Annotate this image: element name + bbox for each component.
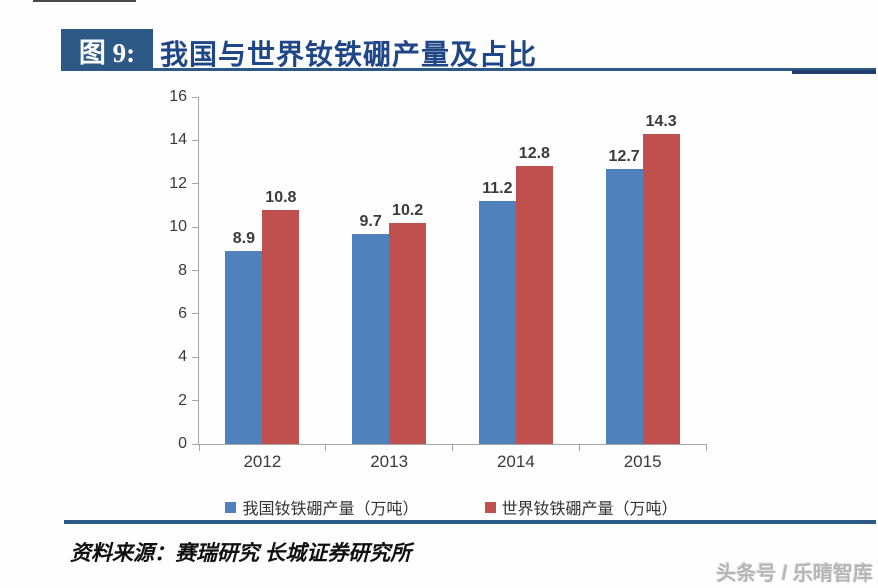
bar-2014-series-1 — [515, 166, 553, 444]
x-axis-tick — [705, 444, 707, 451]
x-axis-tick — [325, 444, 327, 451]
y-axis-tick — [192, 313, 199, 315]
title-underline — [153, 68, 876, 71]
y-axis-tick — [192, 400, 199, 402]
top-edge-mark — [33, 0, 136, 2]
y-axis-tick-label: 8 — [178, 261, 187, 279]
legend-label: 我国钕铁硼产量（万吨） — [242, 501, 419, 518]
bar-2013-series-0 — [352, 233, 390, 444]
chart-title: 我国与世界钕铁硼产量及占比 — [160, 39, 538, 70]
legend-swatch-icon — [225, 501, 237, 513]
watermark-text: 头条号 / 乐晴智库 — [716, 563, 873, 585]
bar-2015-series-1 — [642, 133, 680, 444]
y-axis-tick — [192, 443, 199, 445]
y-axis-tick-label: 10 — [169, 218, 187, 236]
plot-area: 0 2 4 6 8 10 12 14 16 8.9 10.8 2012 9.7 10.2 2013 11.2 1… — [169, 88, 707, 471]
title-underline-cap — [792, 70, 876, 74]
y-axis-tick — [192, 226, 199, 228]
bar-2014-series-0 — [478, 201, 516, 444]
bar-2012-series-0 — [225, 250, 263, 444]
bar-2015-series-0 — [605, 168, 643, 444]
x-axis-tick — [198, 444, 200, 451]
y-axis-tick-label: 0 — [178, 435, 187, 452]
source-note: 资料来源：赛瑞研究 长城证券研究所 — [70, 541, 412, 565]
bar-value-label: 11.2 — [482, 180, 513, 198]
legend-item-0: 我国钕铁硼产量（万吨） — [225, 495, 419, 519]
x-axis-category-label: 2013 — [370, 452, 409, 471]
y-axis-tick-label: 2 — [178, 391, 187, 409]
y-axis-tick — [192, 270, 199, 271]
figure-number-box: 图 9: — [61, 29, 153, 71]
bar-value-label: 9.7 — [359, 212, 382, 230]
y-axis-tick — [192, 96, 199, 98]
footer-divider — [64, 520, 876, 524]
legend-label: 世界钕铁硼产量（万吨） — [501, 501, 678, 518]
y-axis-tick-label: 4 — [178, 348, 187, 366]
y-axis-tick-label: 16 — [169, 88, 187, 105]
y-axis-tick-label: 6 — [178, 304, 187, 322]
chart-legend: 我国钕铁硼产量（万吨） 世界钕铁硼产量（万吨） — [198, 495, 705, 519]
x-axis-category-label: 2012 — [243, 452, 282, 471]
x-axis-tick — [578, 444, 580, 451]
y-axis-tick-label: 14 — [169, 131, 187, 149]
bar-value-label: 14.3 — [645, 112, 677, 130]
bar-value-label: 12.8 — [518, 145, 550, 163]
bar-2012-series-1 — [262, 209, 300, 444]
x-axis-tick — [452, 444, 453, 451]
figure-number-label: 图 9: — [78, 37, 136, 68]
y-axis-tick — [192, 139, 199, 141]
bar-value-label: 8.9 — [232, 229, 255, 247]
y-axis-tick-label: 12 — [169, 174, 187, 192]
bar-value-label: 10.2 — [392, 201, 424, 219]
bar-value-label: 12.7 — [608, 147, 640, 165]
legend-swatch-icon — [484, 501, 496, 513]
y-axis-tick — [192, 356, 199, 358]
bar-2013-series-1 — [389, 222, 427, 444]
x-axis-category-label: 2014 — [496, 452, 535, 471]
bar-value-label: 10.8 — [265, 188, 297, 206]
y-axis-tick — [192, 183, 199, 185]
legend-item-1: 世界钕铁硼产量（万吨） — [484, 495, 678, 519]
x-axis-category-label: 2015 — [623, 452, 662, 471]
